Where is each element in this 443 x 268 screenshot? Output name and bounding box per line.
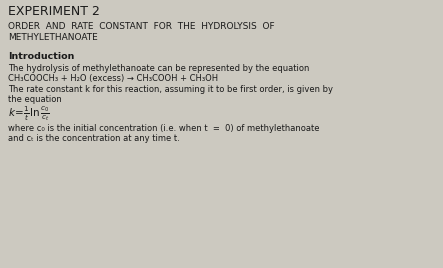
Text: METHYLETHANOATE: METHYLETHANOATE: [8, 33, 98, 42]
Text: where c₀ is the initial concentration (i.e. when t  =  0) of methylethanoate: where c₀ is the initial concentration (i…: [8, 124, 319, 133]
Text: ORDER  AND  RATE  CONSTANT  FOR  THE  HYDROLYSIS  OF: ORDER AND RATE CONSTANT FOR THE HYDROLYS…: [8, 22, 275, 31]
Text: the equation: the equation: [8, 95, 62, 104]
Text: and cₜ is the concentration at any time t.: and cₜ is the concentration at any time …: [8, 134, 180, 143]
Text: EXPERIMENT 2: EXPERIMENT 2: [8, 5, 100, 18]
Text: $k\!=\!\frac{1}{t}\ln\frac{c_0}{c_t}$: $k\!=\!\frac{1}{t}\ln\frac{c_0}{c_t}$: [8, 105, 50, 124]
Text: The hydrolysis of methylethanoate can be represented by the equation: The hydrolysis of methylethanoate can be…: [8, 64, 309, 73]
Text: Introduction: Introduction: [8, 52, 74, 61]
Text: CH₃COOCH₃ + H₂O (excess) → CH₃COOH + CH₃OH: CH₃COOCH₃ + H₂O (excess) → CH₃COOH + CH₃…: [8, 74, 218, 83]
Text: The rate constant k for this reaction, assuming it to be first order, is given b: The rate constant k for this reaction, a…: [8, 85, 333, 94]
